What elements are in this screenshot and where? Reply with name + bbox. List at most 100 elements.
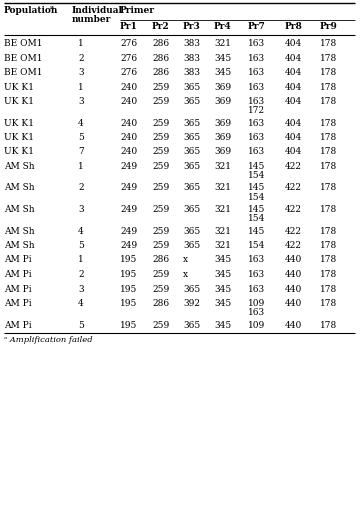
Text: BE OM1: BE OM1	[4, 68, 43, 77]
Text: 178: 178	[320, 162, 337, 171]
Text: AM Pi: AM Pi	[4, 321, 32, 329]
Text: 240: 240	[120, 133, 137, 142]
Text: 154: 154	[248, 214, 265, 223]
Text: 365: 365	[183, 227, 200, 236]
Text: 178: 178	[320, 256, 337, 265]
Text: UK K1: UK K1	[4, 133, 34, 142]
Text: 7: 7	[78, 148, 84, 156]
Text: 4: 4	[78, 299, 84, 308]
Text: 321: 321	[214, 162, 231, 171]
Text: 240: 240	[120, 119, 137, 127]
Text: 369: 369	[214, 97, 231, 106]
Text: 195: 195	[120, 256, 138, 265]
Text: 259: 259	[152, 162, 169, 171]
Text: 5: 5	[78, 321, 84, 329]
Text: 163: 163	[248, 68, 265, 77]
Text: 2: 2	[78, 270, 84, 279]
Text: ᵃ Amplification failed: ᵃ Amplification failed	[4, 336, 93, 344]
Text: 369: 369	[214, 148, 231, 156]
Text: Individual: Individual	[72, 6, 123, 15]
Text: 178: 178	[320, 299, 337, 308]
Text: 195: 195	[120, 299, 138, 308]
Text: 345: 345	[214, 299, 231, 308]
Text: 321: 321	[214, 205, 231, 214]
Text: 178: 178	[320, 39, 337, 48]
Text: 259: 259	[152, 227, 169, 236]
Text: 345: 345	[214, 285, 231, 294]
Text: 249: 249	[120, 162, 137, 171]
Text: 440: 440	[285, 285, 302, 294]
Text: 365: 365	[183, 162, 200, 171]
Text: 240: 240	[120, 82, 137, 92]
Text: 365: 365	[183, 82, 200, 92]
Text: number: number	[72, 14, 112, 23]
Text: Primer: Primer	[120, 6, 155, 15]
Text: a: a	[50, 5, 54, 10]
Text: 195: 195	[120, 321, 138, 329]
Text: 154: 154	[248, 241, 265, 250]
Text: 365: 365	[183, 184, 200, 192]
Text: 154: 154	[248, 192, 265, 202]
Text: 404: 404	[285, 82, 302, 92]
Text: x: x	[183, 256, 188, 265]
Text: 286: 286	[152, 299, 169, 308]
Text: 163: 163	[248, 97, 265, 106]
Text: 365: 365	[183, 133, 200, 142]
Text: Pr9: Pr9	[320, 22, 338, 31]
Text: 259: 259	[152, 82, 169, 92]
Text: AM Pi: AM Pi	[4, 299, 32, 308]
Text: Pr7: Pr7	[248, 22, 266, 31]
Text: 345: 345	[214, 256, 231, 265]
Text: 345: 345	[214, 53, 231, 63]
Text: 195: 195	[120, 285, 138, 294]
Text: 154: 154	[248, 171, 265, 180]
Text: 259: 259	[152, 285, 169, 294]
Text: 404: 404	[285, 133, 302, 142]
Text: 422: 422	[285, 184, 302, 192]
Text: 249: 249	[120, 241, 137, 250]
Text: 145: 145	[248, 162, 265, 171]
Text: 321: 321	[214, 241, 231, 250]
Text: 404: 404	[285, 148, 302, 156]
Text: 365: 365	[183, 119, 200, 127]
Text: 365: 365	[183, 148, 200, 156]
Text: 345: 345	[214, 321, 231, 329]
Text: 440: 440	[285, 299, 302, 308]
Text: 440: 440	[285, 256, 302, 265]
Text: Pr2: Pr2	[152, 22, 170, 31]
Text: 422: 422	[285, 205, 302, 214]
Text: 369: 369	[214, 82, 231, 92]
Text: 178: 178	[320, 148, 337, 156]
Text: 383: 383	[183, 68, 200, 77]
Text: 392: 392	[183, 299, 200, 308]
Text: 404: 404	[285, 39, 302, 48]
Text: 163: 163	[248, 308, 265, 317]
Text: 145: 145	[248, 205, 265, 214]
Text: Pr8: Pr8	[285, 22, 303, 31]
Text: AM Pi: AM Pi	[4, 256, 32, 265]
Text: AM Pi: AM Pi	[4, 270, 32, 279]
Text: 178: 178	[320, 285, 337, 294]
Text: x: x	[183, 270, 188, 279]
Text: 259: 259	[152, 133, 169, 142]
Text: 259: 259	[152, 321, 169, 329]
Text: 172: 172	[248, 106, 265, 115]
Text: AM Sh: AM Sh	[4, 241, 35, 250]
Text: 321: 321	[214, 227, 231, 236]
Text: 422: 422	[285, 227, 302, 236]
Text: 365: 365	[183, 321, 200, 329]
Text: 369: 369	[214, 119, 231, 127]
Text: 145: 145	[248, 227, 265, 236]
Text: 259: 259	[152, 270, 169, 279]
Text: AM Pi: AM Pi	[4, 285, 32, 294]
Text: Pr1: Pr1	[120, 22, 138, 31]
Text: AM Sh: AM Sh	[4, 205, 35, 214]
Text: 5: 5	[78, 133, 84, 142]
Text: 259: 259	[152, 184, 169, 192]
Text: 404: 404	[285, 97, 302, 106]
Text: 383: 383	[183, 53, 200, 63]
Text: 404: 404	[285, 68, 302, 77]
Text: 422: 422	[285, 162, 302, 171]
Text: 195: 195	[120, 270, 138, 279]
Text: 259: 259	[152, 241, 169, 250]
